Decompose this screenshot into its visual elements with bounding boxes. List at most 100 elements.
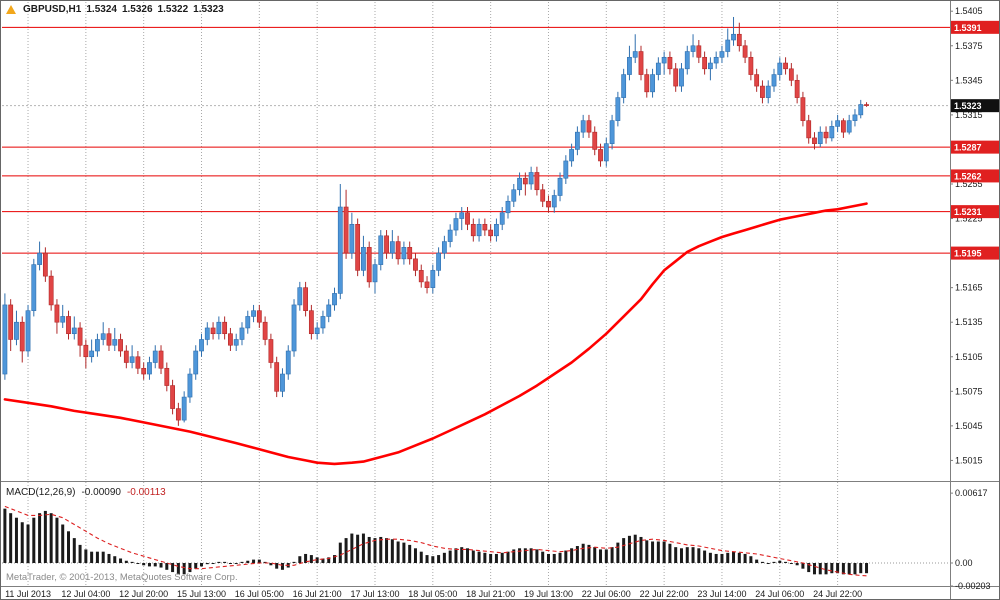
macd-histogram-bar	[570, 548, 574, 564]
level-price-badge-box	[951, 140, 999, 154]
macd-histogram-bar	[622, 538, 626, 564]
moving-average-line[interactable]	[3, 202, 868, 466]
macd-histogram-bar	[714, 553, 718, 564]
macd-histogram-bar	[679, 548, 683, 564]
price-tick-label: 1.5405	[955, 6, 983, 16]
macd-histogram-bar	[431, 556, 435, 564]
macd-histogram-bar	[651, 541, 655, 564]
macd-histogram-bar	[749, 556, 753, 564]
macd-histogram-bar	[361, 533, 365, 564]
bull-candle	[297, 287, 303, 306]
time-axis[interactable]: 11 Jul 2013 12 Jul 04:00 12 Jul 20:00 15 Ju…	[5, 589, 862, 599]
level-price-badge: 1.5391	[951, 20, 999, 34]
bull-candle	[378, 235, 384, 265]
resistance-lines[interactable]	[2, 26, 950, 254]
macd-panel[interactable]: 0.00617 0.00 -0.00203	[2, 488, 991, 591]
macd-tick-label: -0.00203	[955, 581, 991, 591]
macd-histogram-bar	[558, 552, 562, 564]
bear-candle	[736, 33, 742, 47]
macd-histogram-bar	[518, 548, 522, 564]
macd-histogram-bar	[385, 538, 389, 564]
bear-candle	[19, 321, 25, 352]
macd-histogram-bar	[807, 563, 811, 573]
macd-histogram-bar	[55, 517, 59, 564]
bear-candle	[135, 356, 141, 369]
macd-histogram-bar	[454, 548, 458, 564]
macd-signal-value: -0.00113	[126, 487, 166, 498]
macd-histogram-bar	[165, 563, 169, 570]
bear-candle	[696, 45, 702, 58]
bear-candle	[812, 137, 817, 144]
bull-candle	[846, 120, 852, 133]
bull-candle	[233, 339, 239, 346]
macd-histogram-bar	[72, 538, 76, 564]
bull-candle	[632, 51, 638, 58]
bull-candle	[580, 120, 586, 133]
macd-histogram-bar	[95, 551, 99, 564]
bear-candle	[413, 258, 418, 271]
bull-candle	[95, 339, 100, 352]
macd-histogram-bar	[390, 539, 394, 564]
bear-candle	[586, 120, 592, 133]
price-tick-label: 1.5015	[955, 455, 983, 465]
macd-histogram-bar	[471, 550, 475, 564]
macd-histogram-bar	[113, 556, 117, 564]
macd-histogram-bar	[627, 535, 631, 564]
macd-histogram-bar	[697, 548, 701, 564]
bull-candle	[569, 149, 575, 162]
macd-histogram-bar	[142, 563, 146, 566]
macd-histogram-bar	[760, 561, 764, 564]
macd-histogram-bar	[674, 547, 678, 564]
time-tick-label: 16 Jul 05:00	[235, 589, 284, 599]
bull-candle	[511, 189, 517, 202]
bull-candle	[459, 212, 465, 219]
bear-candle	[638, 51, 644, 75]
macd-histogram-bar	[830, 563, 834, 574]
bear-candle	[77, 327, 83, 346]
macd-histogram-bar	[90, 551, 94, 564]
bear-candle	[175, 408, 181, 421]
bear-candle	[754, 74, 760, 87]
macd-histogram-bar	[321, 558, 325, 564]
bear-candle	[268, 339, 274, 363]
bull-candle	[603, 143, 609, 162]
bear-candle	[384, 235, 389, 254]
macd-histogram-bar	[147, 563, 151, 567]
bear-candle	[118, 339, 123, 352]
macd-histogram-bar	[552, 553, 556, 564]
time-tick-label: 22 Jul 22:00	[640, 589, 689, 599]
macd-histogram-bar	[3, 508, 7, 564]
bull-candle	[551, 195, 557, 208]
bull-candle	[690, 45, 696, 52]
bear-candle	[123, 350, 129, 363]
bull-candle	[615, 97, 621, 121]
bear-candle	[303, 287, 308, 311]
macd-histogram-bar	[223, 561, 227, 564]
bull-candle	[71, 327, 77, 335]
macd-histogram-bar	[662, 541, 666, 564]
bull-candle	[829, 126, 835, 139]
bear-candle	[592, 131, 598, 150]
macd-histogram-bar	[124, 560, 128, 564]
macd-histogram-bar	[338, 542, 342, 564]
bull-candle	[679, 68, 684, 87]
bear-candle	[702, 56, 708, 70]
macd-histogram-bar	[523, 548, 527, 564]
macd-histogram-bar	[732, 551, 736, 564]
macd-histogram-bar	[252, 559, 256, 564]
macd-histogram-bar	[853, 563, 857, 575]
bear-candle	[788, 68, 794, 81]
bull-candle	[655, 62, 661, 75]
price-axis[interactable]: 1.5405 1.5375 1.5345 1.5315 1.5255 1.5225 1.51…	[950, 6, 983, 465]
macd-histogram-bar	[356, 534, 360, 564]
bull-candle	[129, 356, 135, 363]
bear-candle	[534, 172, 540, 191]
macd-histogram-bar	[784, 561, 788, 564]
level-price-badge: 1.5231	[951, 205, 999, 219]
macd-histogram-bar	[309, 555, 313, 564]
macd-histogram-bar	[379, 536, 383, 564]
macd-histogram-bar	[263, 561, 267, 564]
macd-histogram-bar	[466, 548, 470, 564]
bull-candle	[725, 39, 731, 52]
